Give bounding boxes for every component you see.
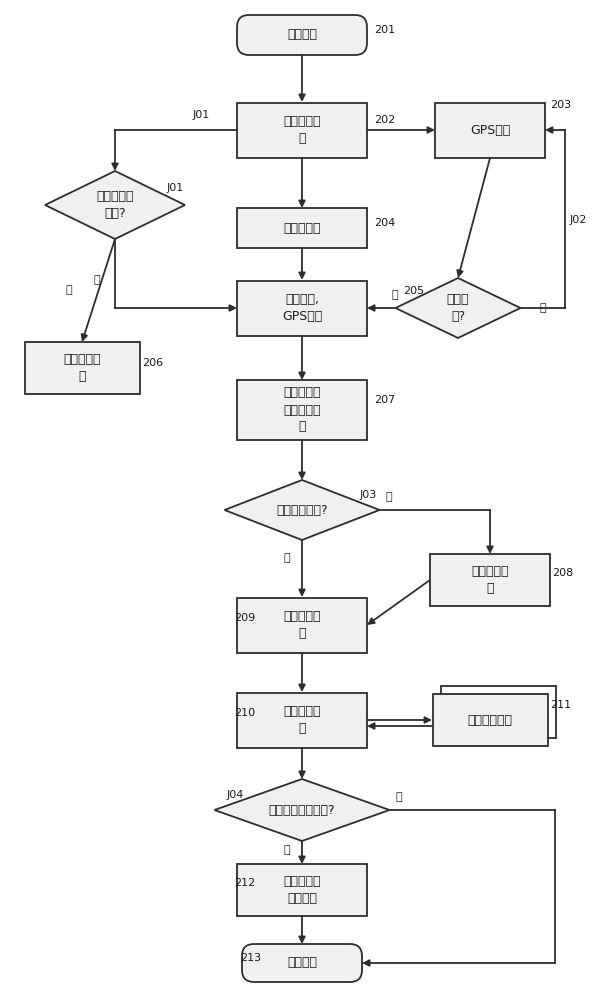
Bar [25,342,140,394]
Text: J01: J01 [167,183,184,193]
Bar [440,686,556,738]
Text: 仪器启动: 仪器启动 [287,28,317,41]
Bar [237,103,367,157]
Text: 否: 否 [395,792,402,802]
Text: 201: 201 [374,25,395,35]
Text: 208: 208 [552,568,573,578]
Text: 同步成
功?: 同步成 功? [447,293,469,323]
Text: 212: 212 [234,878,255,888]
Text: 209: 209 [234,613,255,623]
Text: 开始采集任
务: 开始采集任 务 [283,610,321,640]
Bar [237,597,367,652]
Text: 是否需要导出数据?: 是否需要导出数据? [269,804,335,816]
Text: 是: 是 [283,845,290,855]
Text: J04: J04 [227,790,245,800]
Text: J02: J02 [570,215,587,225]
Text: 温湿度是否
正常?: 温湿度是否 正常? [96,190,133,220]
Text: 用户指定参
数: 用户指定参 数 [283,705,321,735]
Bar [435,103,545,157]
Text: 211: 211 [550,700,571,710]
Bar [237,692,367,748]
Bar [237,864,367,916]
Polygon shape [45,171,185,239]
Text: GPS同步: GPS同步 [470,123,510,136]
Text: 获得传递函数: 获得传递函数 [467,714,513,726]
Text: 是: 是 [391,290,398,300]
Polygon shape [214,779,390,841]
Text: 204: 204 [374,218,395,228]
Text: 时间是否到达?: 时间是否到达? [276,504,328,516]
Bar [432,694,547,746]
Text: 210: 210 [234,708,255,718]
Text: 等待时间到
达: 等待时间到 达 [471,565,509,595]
Text: 显示温度,
GPS状态: 显示温度, GPS状态 [282,293,322,323]
Bar [237,280,367,336]
FancyBboxPatch shape [237,15,367,55]
Text: 否: 否 [65,285,72,295]
Polygon shape [225,480,379,540]
Text: 202: 202 [374,115,395,125]
Text: J03: J03 [360,490,378,500]
Text: 203: 203 [550,100,571,110]
Text: 显示主界面: 显示主界面 [283,222,321,234]
Text: 否: 否 [540,303,547,313]
Bar [430,554,550,606]
Text: 键盘或触屏
输入运行参
数: 键盘或触屏 输入运行参 数 [283,386,321,434]
Text: 206: 206 [142,358,163,368]
Text: 显示报警信
息: 显示报警信 息 [63,353,101,383]
Text: 导出数据至
外部设备: 导出数据至 外部设备 [283,875,321,905]
FancyBboxPatch shape [242,944,362,982]
Text: 205: 205 [403,286,424,296]
Text: 结束任务: 结束任务 [287,956,317,970]
Text: J01: J01 [193,110,210,120]
Text: 否: 否 [385,492,391,502]
Polygon shape [396,278,521,338]
Text: 是: 是 [283,553,290,563]
Text: 213: 213 [240,953,261,963]
Text: 207: 207 [374,395,395,405]
Bar [237,208,367,248]
Text: 操作系统启
动: 操作系统启 动 [283,115,321,145]
Bar [237,380,367,440]
Text: 是: 是 [94,275,100,285]
